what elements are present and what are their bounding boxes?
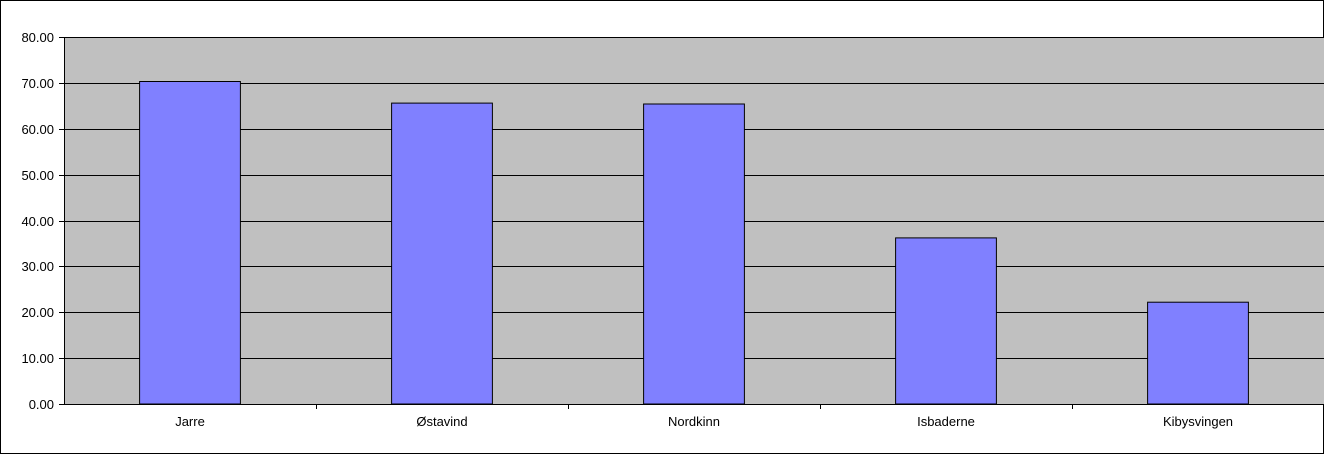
y-tick-label: 50.00 [21,168,54,183]
y-tick-label: 20.00 [21,305,54,320]
x-tick-label: Isbaderne [917,414,975,429]
y-tick-label: 10.00 [21,351,54,366]
axes [59,37,1324,409]
y-tick-label: 80.00 [21,30,54,45]
x-tick-label: Nordkinn [668,414,720,429]
x-tick-label: Kibysvingen [1163,414,1233,429]
bar-jarre [139,81,241,405]
x-axis-tick-labels: Jarre Østavind Nordkinn Isbaderne Kibysvinge… [175,414,1233,429]
y-tick-label: 30.00 [21,259,54,274]
x-tick-label: Østavind [416,414,467,429]
x-tick-label: Jarre [175,414,205,429]
bar-kibysvingen [1147,301,1249,405]
y-tick-label: 60.00 [21,122,54,137]
bar--stavind [391,102,493,405]
y-tick-label: 40.00 [21,214,54,229]
bar-isbaderne [895,237,997,405]
y-tick-label: 70.00 [21,76,54,91]
y-tick-label: 0.00 [29,397,54,412]
y-axis-tick-labels: 0.00 10.00 20.00 30.00 40.00 50.00 60.00 70.00 8… [21,30,54,412]
bars [139,81,1249,405]
bar-nordkinn [643,103,745,405]
